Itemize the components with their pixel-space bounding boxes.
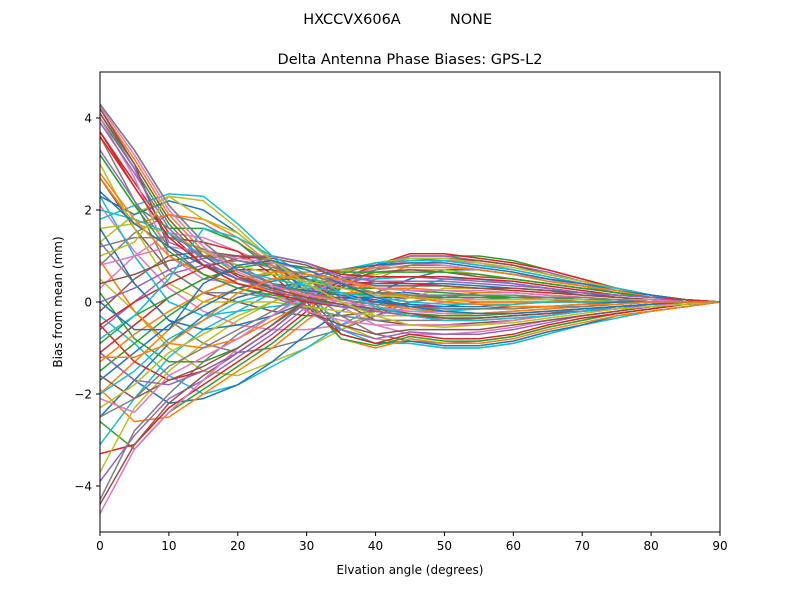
x-tick-label: 60 (506, 539, 521, 553)
chart-title: Delta Antenna Phase Biases: GPS-L2 (278, 52, 543, 68)
x-axis-label: Elvation angle (degrees) (337, 563, 484, 577)
series-line-az340 (100, 195, 720, 329)
x-tick-label: 90 (712, 539, 727, 553)
x-tick-label: 70 (575, 539, 590, 553)
series-line-az145 (100, 193, 720, 349)
x-tick-label: 20 (230, 539, 245, 553)
x-tick-label: 30 (299, 539, 314, 553)
series-line-az010 (100, 117, 720, 303)
suptitle-right: NONE (450, 12, 492, 28)
x-tick-label: 40 (368, 539, 383, 553)
series-line-az255 (100, 266, 720, 363)
series-line-az270 (100, 255, 720, 303)
series-line-az330 (100, 106, 720, 315)
x-tick-label: 0 (96, 539, 104, 553)
suptitle-left: HXCCVX606A (303, 12, 401, 28)
series-line-az260 (100, 262, 720, 344)
x-tick-label: 80 (643, 539, 658, 553)
y-tick-label: −4 (74, 480, 92, 494)
y-tick-label: −2 (74, 388, 92, 402)
x-axis: 0 10 20 30 40 50 60 70 80 90 (96, 532, 728, 553)
series-line-az285 (100, 236, 720, 303)
y-tick-label: 2 (84, 204, 92, 218)
series-line-az355 (100, 273, 720, 358)
series-line-az325 (100, 112, 720, 319)
series-layer (100, 103, 720, 514)
series-line-az350 (100, 259, 720, 331)
y-tick-label: 0 (84, 296, 92, 310)
y-axis-label: Bias from mean (mm) (51, 236, 65, 367)
y-tick-label: 4 (84, 112, 92, 126)
x-tick-label: 10 (161, 539, 176, 553)
x-tick-label: 50 (437, 539, 452, 553)
y-axis: −4 −2 0 2 4 (74, 112, 100, 494)
